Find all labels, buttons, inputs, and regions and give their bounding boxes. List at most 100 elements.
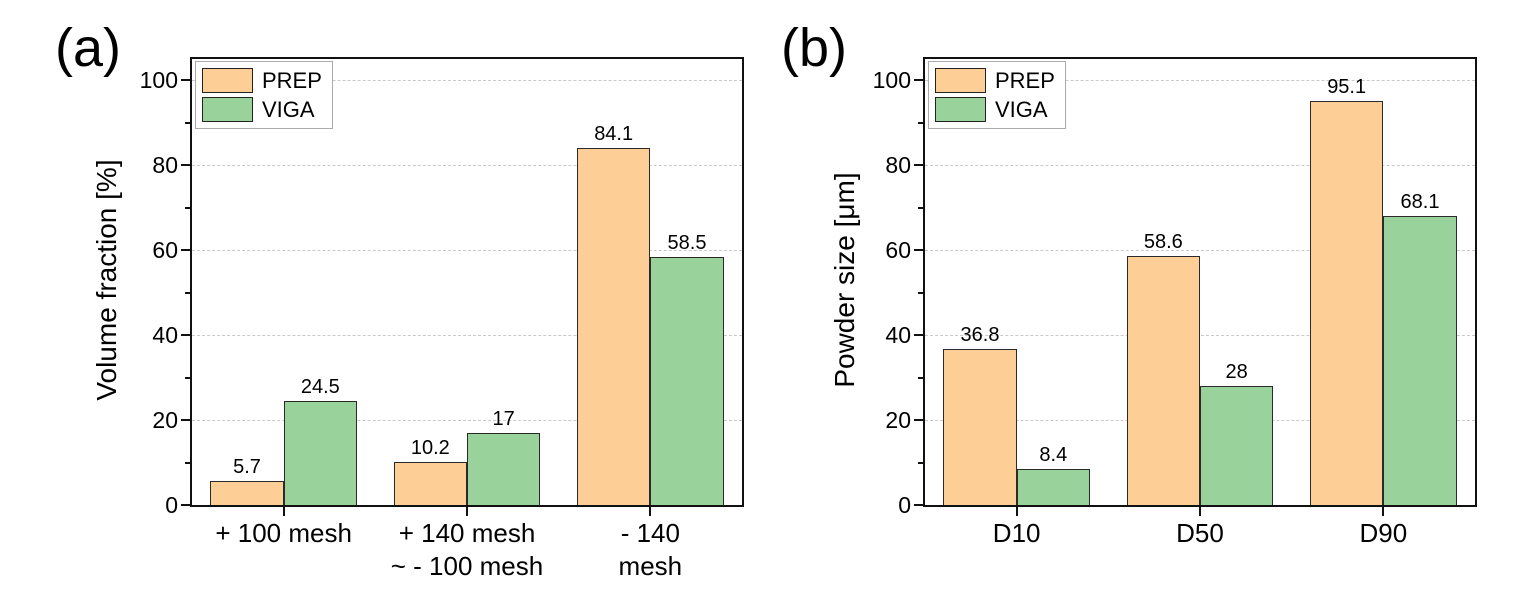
panel-b-y-axis-title: Powder size [μm] [829, 172, 860, 388]
panel-b-ytick-label-80: 80 [885, 152, 911, 179]
panel-b-gridline-60 [925, 250, 1475, 252]
panel-b-bar-viga-0 [1016, 469, 1090, 505]
viga-swatch-icon [935, 97, 986, 122]
panel-b-bar-prep-2 [1310, 101, 1384, 505]
panel-b-ytick-100 [914, 79, 923, 82]
panel-b-xtick-2 [1382, 507, 1385, 516]
panel-a-legend-label-prep: PREP [262, 68, 322, 93]
panel-b-bar-value-prep-2: 95.1 [1327, 76, 1367, 99]
panel-a-ytick-label-40: 40 [152, 322, 178, 349]
panel-a-ytick-label-80: 80 [152, 152, 178, 179]
panel-b-ytick-label-100: 100 [872, 67, 911, 94]
prep-swatch-icon [202, 68, 253, 93]
panel-b-xtick-label-1: D50 [1176, 518, 1224, 548]
panel-a-bar-value-viga-1: 17 [492, 407, 515, 430]
panel-b-ytick-60 [914, 249, 923, 252]
panel-a-ytick-80 [181, 164, 190, 167]
panel-a-ytick-minor-30 [185, 376, 190, 379]
panel-a-legend-label-viga: VIGA [262, 97, 315, 122]
panel-b-letter: (b) [781, 18, 847, 78]
panel-a-bar-value-prep-2: 84.1 [594, 122, 634, 145]
panel-a-gridline-80 [192, 165, 742, 167]
panel-b-ytick-minor-10 [918, 461, 923, 464]
panel-a-ytick-20 [181, 419, 190, 422]
panel-b-xtick-1 [1199, 507, 1201, 516]
panel-a-ytick-minor-50 [185, 291, 190, 294]
panel-b-gridline-100 [925, 80, 1475, 82]
panel-b-ytick-label-40: 40 [885, 322, 911, 349]
panel-a-xtick-1 [466, 507, 468, 516]
panel-b-gridline-40 [925, 335, 1475, 337]
panel-a-bar-prep-0 [210, 480, 284, 505]
panel-b-bar-value-prep-0: 36.8 [960, 323, 1000, 346]
panel-a-xtick-label-1: + 140 mesh ~ - 100 mesh [390, 518, 544, 581]
panel-b-ytick-80 [914, 164, 923, 167]
panel-b-legend-label-viga: VIGA [995, 97, 1048, 122]
panel-a-ytick-0 [181, 504, 190, 506]
panel-a-plot-area: 0 20 40 60 80 100 5.7 10.2 84.1 24.5 17 58.5 + 100 m… [140, 57, 744, 581]
panel-a-ytick-minor-70 [185, 206, 190, 209]
panel-a-xtick-2 [649, 507, 652, 516]
panel-b-legend: PREP VIGA [928, 61, 1066, 129]
panel-a-gridline-40 [192, 335, 742, 337]
viga-swatch-icon [202, 97, 253, 122]
panel-b-xtick-0 [1015, 507, 1018, 516]
panel-a-bar-viga-0 [283, 400, 357, 505]
panel-a-ytick-label-100: 100 [139, 67, 178, 94]
panel-a-gridline-60 [192, 250, 742, 252]
panel-b-xtick-label-2: D90 [1359, 518, 1408, 548]
panel-b-bar-value-prep-1: 58.6 [1143, 231, 1183, 254]
panel-b-ytick-20 [914, 419, 923, 422]
panel-a-bar-value-prep-1: 10.2 [410, 436, 450, 459]
panel-b-bar-value-viga-0: 8.4 [1039, 444, 1068, 467]
panel-a-letter: (a) [55, 18, 121, 78]
panel-b-ytick-minor-90 [918, 121, 923, 124]
panel-a-bar-viga-2 [650, 256, 724, 505]
panel-b-ytick-0 [914, 504, 923, 506]
panel-b-bar-value-viga-1: 28 [1225, 361, 1248, 384]
panel-a-bar-value-prep-0: 5.7 [233, 455, 261, 478]
panel-a-legend-row-prep: PREP [202, 68, 322, 93]
panel-b-legend-row-prep: PREP [935, 68, 1055, 93]
panel-b-legend-label-prep: PREP [995, 68, 1055, 93]
panel-b-bar-prep-0 [943, 348, 1017, 505]
panel-a-ytick-minor-90 [185, 121, 190, 124]
panel-a-legend: PREP VIGA [195, 61, 333, 129]
panel-b-ytick-minor-70 [918, 206, 923, 209]
panel-a-xtick-0 [282, 507, 285, 516]
panel-b-ytick-label-20: 20 [885, 407, 911, 434]
panel-a-ytick-60 [181, 249, 190, 252]
panel-b-xtick-label-0: D10 [992, 518, 1041, 548]
panel-b-ytick-40 [914, 334, 923, 337]
panel-a-ytick-label-20: 20 [152, 407, 178, 434]
panel-a-xtick-label-0: + 100 mesh [215, 518, 352, 548]
panel-b-ytick-minor-50 [918, 291, 923, 294]
panel-a-bar-value-viga-0: 24.5 [300, 375, 340, 398]
panel-a-bar-prep-1 [393, 461, 467, 505]
panel-b-bar-value-viga-2: 68.1 [1400, 190, 1440, 213]
panel-b-ytick-minor-30 [918, 376, 923, 379]
panel-a-ytick-40 [181, 334, 190, 337]
panel-a-legend-row-viga: VIGA [202, 97, 322, 122]
panel-a-ytick-100 [181, 79, 190, 82]
panel-a-bar-viga-1 [467, 432, 541, 505]
panel-b-legend-row-viga: VIGA [935, 97, 1055, 122]
panel-a-ytick-label-60: 60 [152, 237, 178, 264]
panel-b-gridline-80 [925, 165, 1475, 167]
panel-b-bar-prep-1 [1126, 256, 1200, 505]
panel-a-bar-prep-2 [577, 147, 651, 505]
panel-a-y-axis-title: Volume fraction [%] [91, 159, 122, 401]
panel-b-bar-viga-2 [1383, 215, 1457, 505]
panel-a-bar-value-viga-2: 58.5 [667, 231, 707, 254]
panel-a-gridline-20 [192, 420, 742, 422]
panel-a-xtick-label-2: - 140 mesh [618, 518, 683, 581]
panel-b-ytick-label-60: 60 [885, 237, 911, 264]
panel-a-ytick-label-0: 0 [165, 492, 178, 518]
panel-b-plot-area: 0 20 40 60 80 100 36.8 58.6 95.1 8.4 28 68.1 D10 D50 D… [873, 57, 1477, 548]
prep-swatch-icon [935, 68, 986, 93]
panel-b-bar-viga-1 [1200, 386, 1274, 505]
panel-a-gridline-100 [192, 80, 742, 82]
panel-b-ytick-label-0: 0 [898, 492, 911, 518]
panel-a-ytick-minor-10 [185, 461, 190, 464]
